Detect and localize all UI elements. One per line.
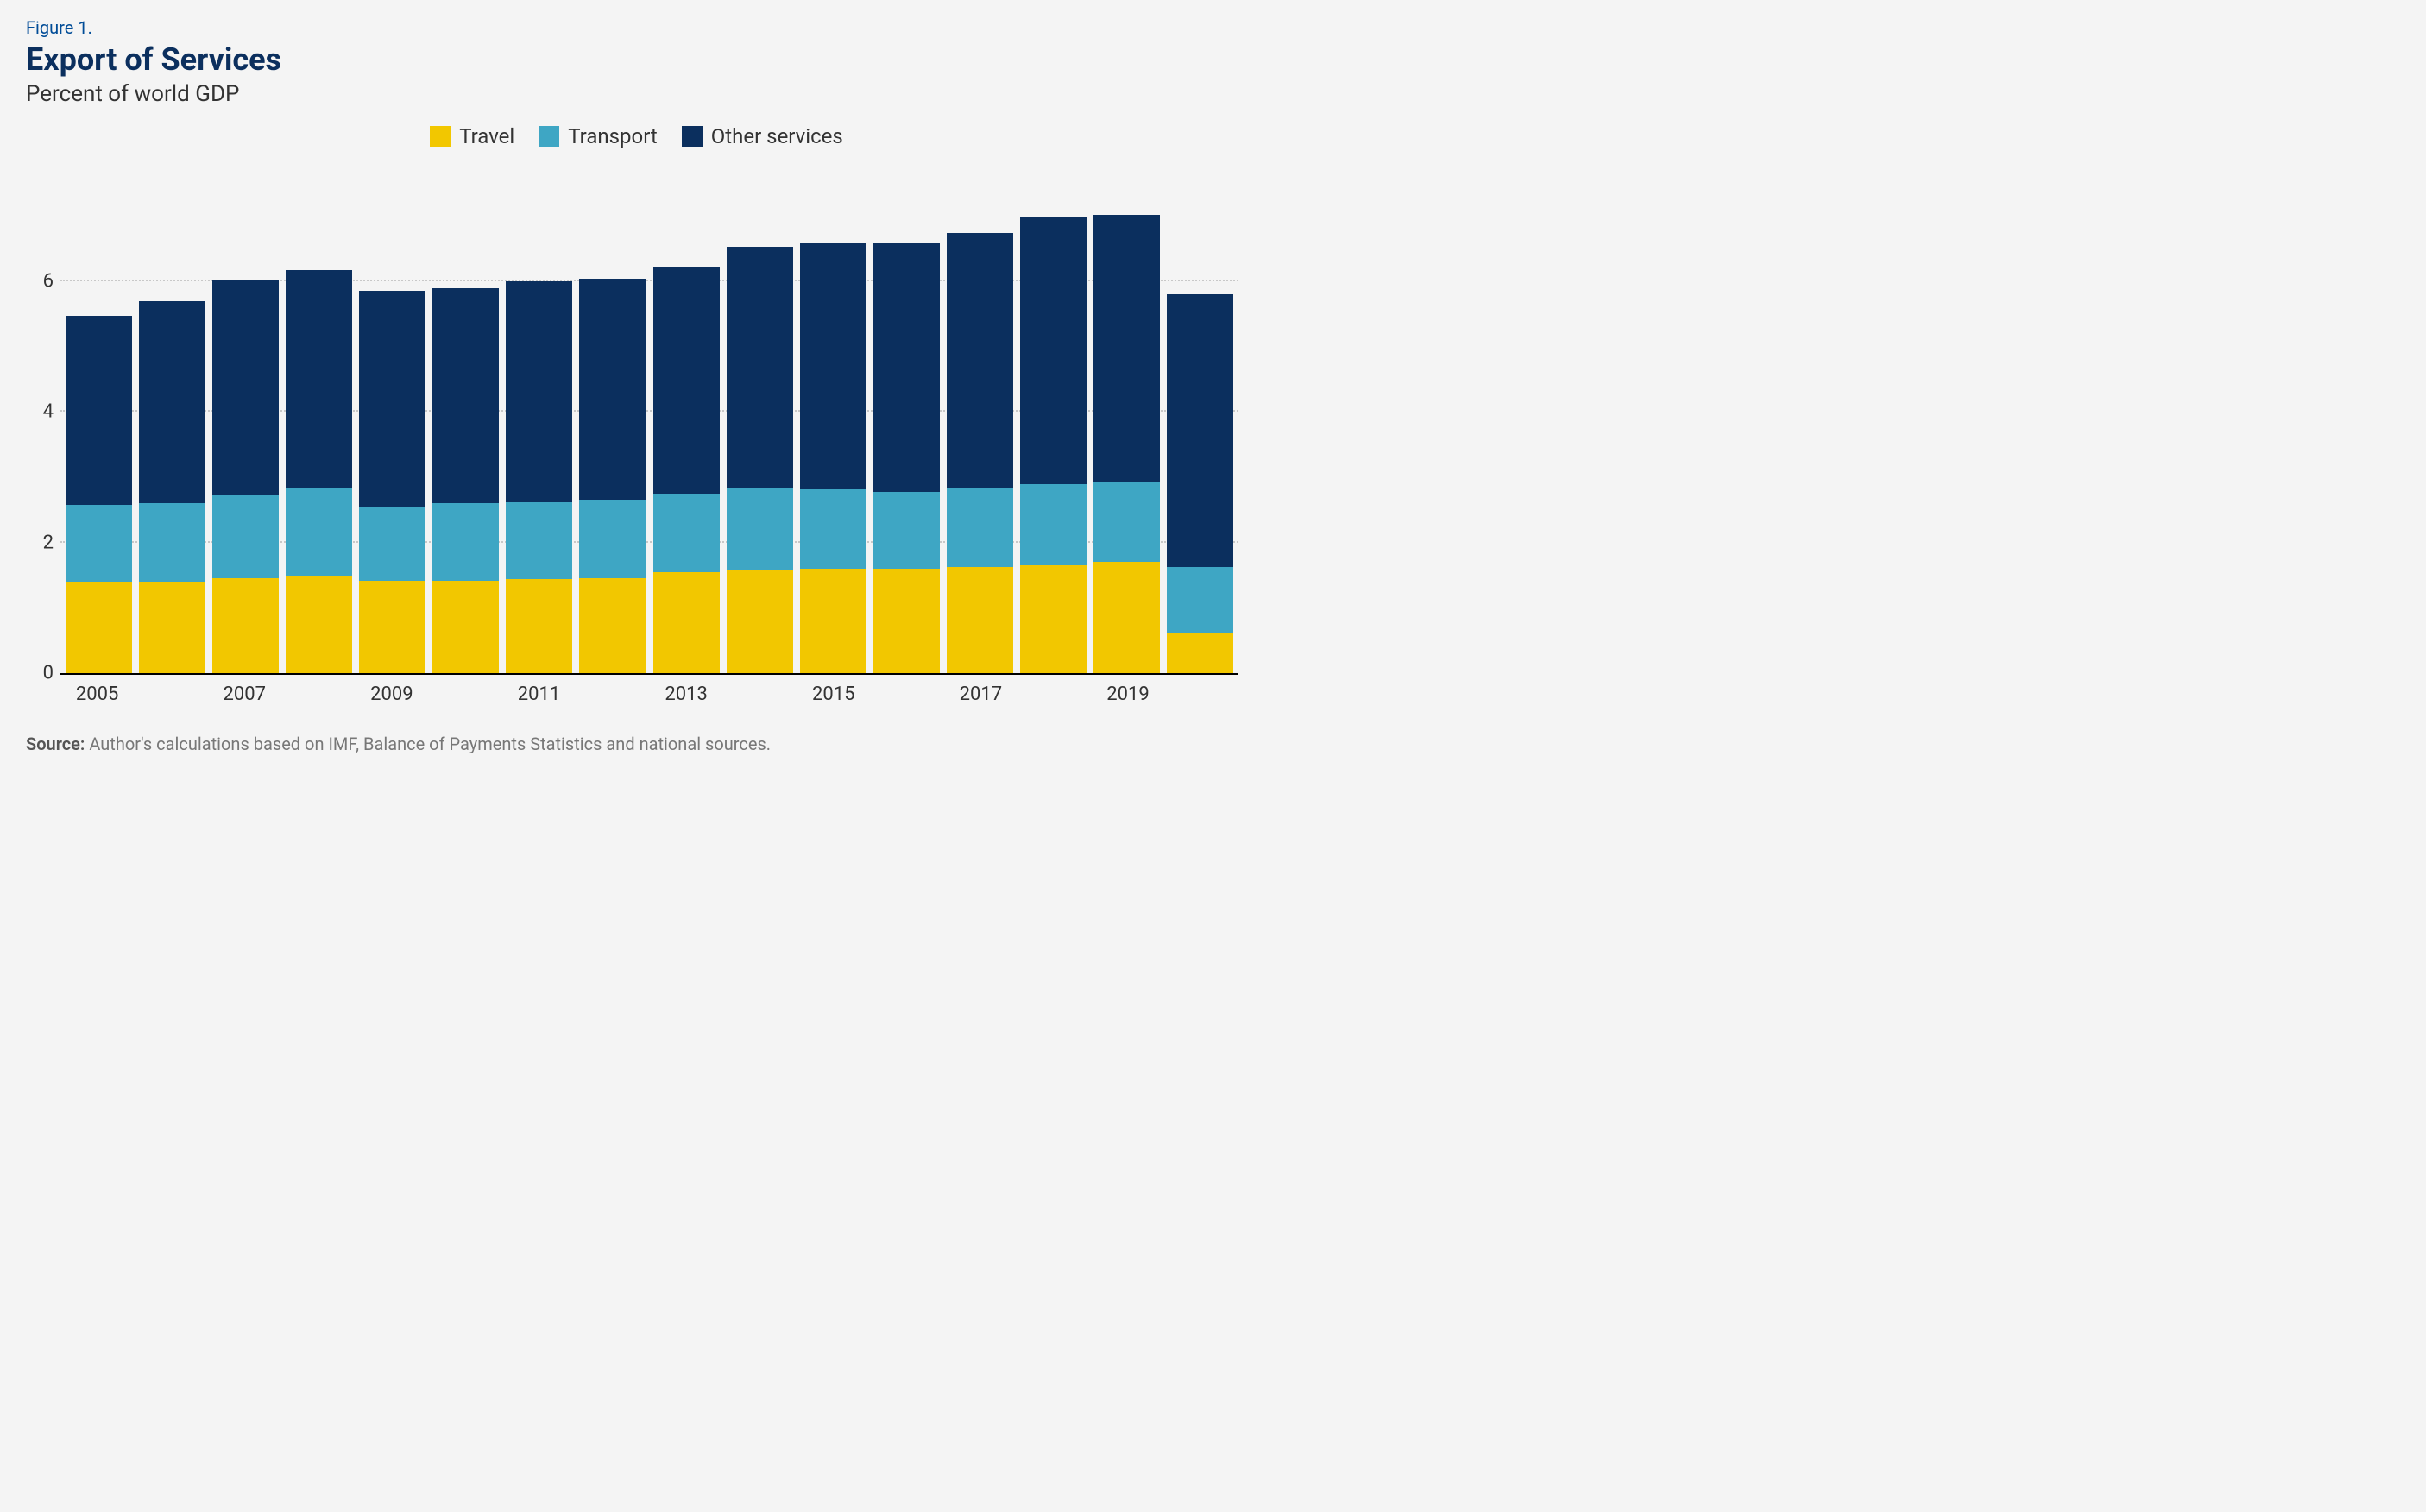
bar-segment-travel xyxy=(800,569,866,673)
bar-segment-other xyxy=(1093,215,1160,482)
bar-segment-travel xyxy=(653,572,720,673)
bar-segment-other xyxy=(506,281,572,502)
bar xyxy=(653,267,720,673)
bar xyxy=(139,301,205,673)
bar-segment-travel xyxy=(286,576,352,673)
legend-label: Transport xyxy=(568,124,658,148)
bar-segment-other xyxy=(1167,294,1233,567)
chart-container: Figure 1. Export of Services Percent of … xyxy=(0,0,1273,794)
bar xyxy=(359,291,425,673)
bar-segment-other xyxy=(139,301,205,503)
bar xyxy=(432,288,499,673)
bar xyxy=(1167,294,1233,673)
x-tick-label: 2005 xyxy=(76,684,118,705)
bar-segment-other xyxy=(66,316,132,505)
x-tick-label: 2017 xyxy=(960,684,1002,705)
bar-segment-transport xyxy=(212,495,279,579)
plot-area: 0246 xyxy=(60,164,1238,673)
bar xyxy=(1020,217,1087,673)
bar-segment-travel xyxy=(579,578,646,673)
x-tick-label: 2013 xyxy=(665,684,707,705)
bar-segment-transport xyxy=(800,489,866,569)
bar-segment-travel xyxy=(947,567,1013,673)
x-tick-label: 2007 xyxy=(224,684,266,705)
legend: Travel Transport Other services xyxy=(26,124,1247,148)
bar-segment-travel xyxy=(212,578,279,673)
bar-segment-travel xyxy=(1020,565,1087,673)
bar-segment-travel xyxy=(1093,562,1160,673)
bar-segment-travel xyxy=(139,582,205,673)
bar-segment-travel xyxy=(432,581,499,673)
x-axis: 2005 2007 2009 2011 2013 2015 2017 2019 xyxy=(60,673,1238,708)
bar-segment-transport xyxy=(873,492,940,569)
x-tick-label: 2011 xyxy=(518,684,560,705)
bar-segment-transport xyxy=(139,503,205,582)
legend-label: Other services xyxy=(711,124,843,148)
y-tick-label: 6 xyxy=(43,271,54,293)
bar-segment-transport xyxy=(432,503,499,580)
bar-segment-transport xyxy=(506,502,572,579)
bar xyxy=(212,280,279,673)
bar-segment-other xyxy=(432,288,499,504)
bar-segment-transport xyxy=(359,507,425,581)
bar-segment-transport xyxy=(66,505,132,582)
bars-region xyxy=(60,164,1238,673)
chart-title: Export of Services xyxy=(26,41,1247,78)
x-tick-label: 2019 xyxy=(1106,684,1149,705)
bar xyxy=(66,316,132,673)
bar-segment-travel xyxy=(359,581,425,673)
bar-segment-other xyxy=(212,280,279,495)
legend-label: Travel xyxy=(459,124,514,148)
y-tick-label: 2 xyxy=(43,532,54,553)
y-axis: 0246 xyxy=(26,164,60,673)
bar-segment-other xyxy=(947,233,1013,488)
legend-item: Other services xyxy=(682,124,843,148)
bar-segment-travel xyxy=(873,569,940,673)
bar-segment-transport xyxy=(1167,567,1233,633)
bar-segment-travel xyxy=(1167,633,1233,673)
bar-segment-transport xyxy=(579,500,646,578)
source-label: Source: xyxy=(26,734,85,754)
bar-segment-transport xyxy=(1020,484,1087,566)
legend-item: Travel xyxy=(430,124,514,148)
bar-segment-transport xyxy=(727,488,793,570)
source-text: Author's calculations based on IMF, Bala… xyxy=(89,734,771,754)
legend-swatch xyxy=(539,126,559,147)
bar xyxy=(506,281,572,673)
bar-segment-other xyxy=(359,291,425,507)
legend-swatch xyxy=(430,126,451,147)
legend-swatch xyxy=(682,126,703,147)
bar xyxy=(947,233,1013,673)
bar xyxy=(579,279,646,673)
bar-segment-other xyxy=(653,267,720,494)
figure-label: Figure 1. xyxy=(26,17,1247,38)
bar xyxy=(1093,215,1160,673)
bar-segment-travel xyxy=(506,579,572,673)
bar-segment-other xyxy=(873,243,940,492)
bar-segment-other xyxy=(727,247,793,488)
bar-segment-travel xyxy=(727,570,793,674)
bar-segment-transport xyxy=(653,494,720,572)
x-tick-label: 2015 xyxy=(812,684,854,705)
bar xyxy=(727,247,793,673)
bar-segment-other xyxy=(1020,217,1087,484)
bar xyxy=(286,270,352,673)
y-tick-label: 4 xyxy=(43,401,54,423)
source-note: Source: Author's calculations based on I… xyxy=(26,734,1247,754)
bar-segment-transport xyxy=(947,488,1013,567)
bar xyxy=(800,243,866,673)
bar-segment-other xyxy=(579,279,646,500)
y-tick-label: 0 xyxy=(43,663,54,684)
chart-subtitle: Percent of world GDP xyxy=(26,81,1247,107)
x-tick-label: 2009 xyxy=(370,684,413,705)
bar xyxy=(873,243,940,673)
bar-segment-other xyxy=(286,270,352,488)
bar-segment-transport xyxy=(1093,482,1160,562)
bar-segment-other xyxy=(800,243,866,489)
bar-segment-transport xyxy=(286,488,352,576)
legend-item: Transport xyxy=(539,124,658,148)
bar-segment-travel xyxy=(66,582,132,673)
